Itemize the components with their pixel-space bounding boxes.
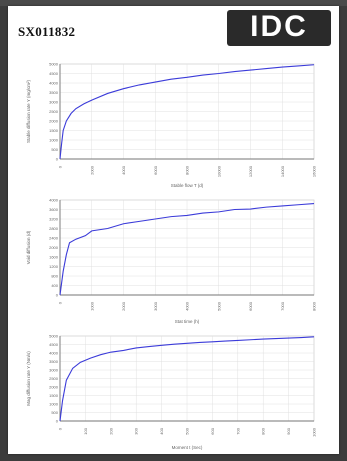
y-tick-label: 2800 <box>49 226 59 231</box>
x-tick-label: 0 <box>58 301 63 304</box>
x-tick-label: 16000 <box>312 165 317 177</box>
y-tick-label: 400 <box>51 283 58 288</box>
y-tick-label: 4500 <box>49 71 59 76</box>
y-tick-label: 4000 <box>49 81 59 86</box>
y-tick-label: 1000 <box>49 138 59 143</box>
chart-3-svg: 0 100 200 300 400 500 600 700 800 900 1000 0 500 1000… <box>26 334 317 451</box>
chart-3: 0 100 200 300 400 500 600 700 800 900 1000 0 500 1000… <box>8 330 339 454</box>
x-tick-label: 10000 <box>216 165 221 177</box>
series-line <box>59 203 315 296</box>
y-axis-label: Void diffusion (d) <box>26 230 31 264</box>
x-tick-label: 700 <box>235 427 240 434</box>
chart-1-svg: 0 2000 4000 6000 8000 10000 12000 14000 16000 0 50… <box>26 62 317 189</box>
y-tick-label: 1600 <box>49 255 59 260</box>
y-tick-label: 2500 <box>49 376 59 381</box>
x-tick-label: 4000 <box>185 301 190 311</box>
x-tick-label: 800 <box>261 427 266 434</box>
y-tick-label: 5000 <box>49 62 59 67</box>
y-tick-label: 4000 <box>49 198 59 203</box>
x-tick-label: 12000 <box>248 165 253 177</box>
x-tick-label: 3000 <box>153 301 158 311</box>
x-tick-label: 1000 <box>89 301 94 311</box>
x-tick-label: 6000 <box>153 165 158 175</box>
y-tick-label: 800 <box>51 274 58 279</box>
chart-1: 0 2000 4000 6000 8000 10000 12000 14000 16000 0 50… <box>8 58 339 193</box>
y-tick-label: 1000 <box>49 402 59 407</box>
x-tick-label: 6000 <box>248 301 253 311</box>
series-line <box>59 336 315 422</box>
y-tick-label: 2000 <box>49 119 59 124</box>
series-line <box>59 64 315 160</box>
y-tick-label: 2000 <box>49 385 59 390</box>
y-tick-label: 1500 <box>49 128 59 133</box>
chart-2: 0 1000 2000 3000 4000 5000 6000 7000 8000 0 400 800… <box>8 194 339 329</box>
x-tick-label: 8000 <box>185 165 190 175</box>
x-tick-label: 1000 <box>312 427 317 437</box>
y-tick-label: 3500 <box>49 90 59 95</box>
y-tick-label: 500 <box>51 147 58 152</box>
x-tick-label: 100 <box>83 427 88 434</box>
x-tick-label: 900 <box>286 427 291 434</box>
x-tick-label: 600 <box>210 427 215 434</box>
y-tick-label: 3600 <box>49 207 59 212</box>
y-tick-label: 2500 <box>49 109 59 114</box>
y-tick-label: 500 <box>51 410 58 415</box>
x-tick-label: 2000 <box>121 301 126 311</box>
x-tick-label: 5000 <box>216 301 221 311</box>
y-tick-label: 1200 <box>49 264 59 269</box>
y-tick-label: 1500 <box>49 393 59 398</box>
y-tick-label: 2000 <box>49 245 59 250</box>
idc-logo: IDC <box>227 10 331 46</box>
y-tick-label: 3000 <box>49 368 59 373</box>
y-axis-label: Mag diffusion rate Y (Nm/s) <box>26 351 31 406</box>
x-tick-label: 8000 <box>312 301 317 311</box>
x-axis-label: Stable flow T (d) <box>171 183 204 188</box>
logo-mark: IDC <box>227 10 331 46</box>
x-tick-label: 2000 <box>89 165 94 175</box>
y-tick-label: 5000 <box>49 334 59 339</box>
y-axis-label: Stable diffusion rate Y (mg/cm²) <box>26 79 31 143</box>
x-tick-label: 200 <box>108 427 113 434</box>
x-tick-label: 14000 <box>280 165 285 177</box>
report-page: SX011832 IDC 0 2000 4000 6000 8000 10000 12000… <box>8 6 339 454</box>
x-tick-label: 500 <box>185 427 190 434</box>
y-tick-label: 4000 <box>49 351 59 356</box>
x-axis-label: Stat time (h) <box>175 319 200 324</box>
sample-id-title: SX011832 <box>18 24 76 39</box>
y-tick-label: 3500 <box>49 359 59 364</box>
y-tick-label: 4500 <box>49 342 59 347</box>
y-tick-label: 3200 <box>49 217 59 222</box>
y-tick-label: 0 <box>56 293 59 298</box>
y-tick-label: 0 <box>56 419 59 424</box>
y-tick-label: 2400 <box>49 236 59 241</box>
x-tick-label: 7000 <box>280 301 285 311</box>
viewer-top-bar <box>0 0 347 6</box>
x-tick-label: 0 <box>58 427 63 430</box>
x-axis-label: Moment t (Sec) <box>172 445 203 450</box>
x-tick-label: 0 <box>58 165 63 168</box>
x-tick-label: 400 <box>159 427 164 434</box>
y-tick-label: 0 <box>56 157 59 162</box>
x-tick-label: 4000 <box>121 165 126 175</box>
y-tick-label: 3000 <box>49 100 59 105</box>
x-tick-label: 300 <box>134 427 139 434</box>
chart-2-svg: 0 1000 2000 3000 4000 5000 6000 7000 8000 0 400 800… <box>26 198 317 325</box>
